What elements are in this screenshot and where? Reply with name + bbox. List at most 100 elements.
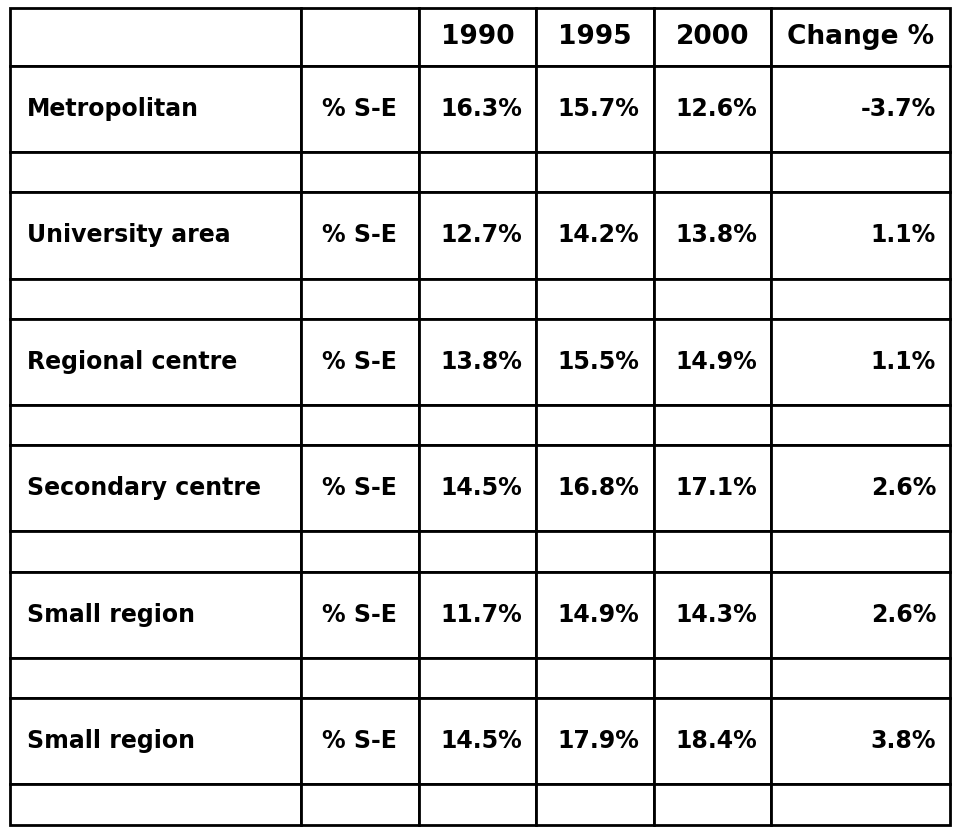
Bar bbox=[654, 405, 772, 446]
Bar bbox=[301, 446, 419, 531]
Bar bbox=[10, 698, 301, 785]
Bar bbox=[10, 785, 301, 825]
Text: % S-E: % S-E bbox=[323, 350, 397, 374]
Bar bbox=[654, 8, 772, 66]
Bar bbox=[419, 785, 537, 825]
Bar bbox=[537, 278, 654, 319]
Bar bbox=[772, 278, 950, 319]
Bar bbox=[301, 658, 419, 698]
Text: % S-E: % S-E bbox=[323, 476, 397, 501]
Bar bbox=[419, 658, 537, 698]
Bar bbox=[654, 278, 772, 319]
Bar bbox=[772, 658, 950, 698]
Text: % S-E: % S-E bbox=[323, 97, 397, 121]
Bar bbox=[10, 446, 301, 531]
Bar bbox=[301, 192, 419, 278]
Text: 2.6%: 2.6% bbox=[871, 603, 936, 627]
Bar bbox=[419, 192, 537, 278]
Text: 15.5%: 15.5% bbox=[558, 350, 639, 374]
Text: Small region: Small region bbox=[27, 603, 195, 627]
Text: 16.3%: 16.3% bbox=[440, 97, 522, 121]
Text: Metropolitan: Metropolitan bbox=[27, 97, 199, 121]
Bar bbox=[772, 571, 950, 658]
Bar bbox=[772, 66, 950, 152]
Bar bbox=[10, 8, 301, 66]
Text: 14.9%: 14.9% bbox=[675, 350, 757, 374]
Bar bbox=[654, 531, 772, 571]
Text: 14.2%: 14.2% bbox=[558, 223, 639, 247]
Bar bbox=[537, 405, 654, 446]
Bar bbox=[301, 571, 419, 658]
Bar bbox=[301, 319, 419, 405]
Bar bbox=[537, 785, 654, 825]
Bar bbox=[10, 658, 301, 698]
Bar bbox=[654, 192, 772, 278]
Bar bbox=[772, 319, 950, 405]
Bar bbox=[301, 8, 419, 66]
Bar bbox=[654, 571, 772, 658]
Bar bbox=[10, 192, 301, 278]
Bar bbox=[419, 8, 537, 66]
Bar bbox=[10, 66, 301, 152]
Bar bbox=[772, 698, 950, 785]
Bar bbox=[772, 531, 950, 571]
Bar bbox=[537, 66, 654, 152]
Bar bbox=[10, 278, 301, 319]
Bar bbox=[10, 571, 301, 658]
Bar bbox=[537, 698, 654, 785]
Text: 17.1%: 17.1% bbox=[675, 476, 757, 501]
Bar bbox=[419, 66, 537, 152]
Text: 13.8%: 13.8% bbox=[440, 350, 522, 374]
Text: 14.3%: 14.3% bbox=[675, 603, 757, 627]
Text: 14.9%: 14.9% bbox=[558, 603, 639, 627]
Bar bbox=[301, 531, 419, 571]
Bar bbox=[537, 152, 654, 192]
Bar bbox=[772, 785, 950, 825]
Text: 1990: 1990 bbox=[441, 24, 515, 50]
Text: % S-E: % S-E bbox=[323, 730, 397, 753]
Bar bbox=[10, 405, 301, 446]
Text: 2000: 2000 bbox=[676, 24, 750, 50]
Bar bbox=[301, 66, 419, 152]
Bar bbox=[654, 698, 772, 785]
Bar bbox=[419, 698, 537, 785]
Bar bbox=[419, 405, 537, 446]
Text: Secondary centre: Secondary centre bbox=[27, 476, 261, 501]
Text: 14.5%: 14.5% bbox=[440, 730, 522, 753]
Bar bbox=[772, 8, 950, 66]
Bar bbox=[537, 658, 654, 698]
Text: Change %: Change % bbox=[787, 24, 934, 50]
Bar bbox=[301, 278, 419, 319]
Bar bbox=[10, 531, 301, 571]
Text: 16.8%: 16.8% bbox=[558, 476, 639, 501]
Text: 13.8%: 13.8% bbox=[675, 223, 757, 247]
Bar bbox=[537, 192, 654, 278]
Text: 12.6%: 12.6% bbox=[675, 97, 757, 121]
Text: 18.4%: 18.4% bbox=[675, 730, 757, 753]
Bar bbox=[654, 446, 772, 531]
Bar bbox=[419, 571, 537, 658]
Text: 15.7%: 15.7% bbox=[558, 97, 639, 121]
Text: 2.6%: 2.6% bbox=[871, 476, 936, 501]
Text: 14.5%: 14.5% bbox=[440, 476, 522, 501]
Text: 12.7%: 12.7% bbox=[440, 223, 522, 247]
Bar bbox=[10, 152, 301, 192]
Bar bbox=[10, 319, 301, 405]
Bar bbox=[301, 405, 419, 446]
Bar bbox=[301, 785, 419, 825]
Bar bbox=[654, 785, 772, 825]
Bar bbox=[301, 698, 419, 785]
Text: 17.9%: 17.9% bbox=[558, 730, 639, 753]
Bar bbox=[772, 192, 950, 278]
Bar bbox=[419, 446, 537, 531]
Text: 3.8%: 3.8% bbox=[871, 730, 936, 753]
Bar bbox=[301, 152, 419, 192]
Bar bbox=[419, 319, 537, 405]
Bar bbox=[654, 66, 772, 152]
Text: University area: University area bbox=[27, 223, 230, 247]
Text: Regional centre: Regional centre bbox=[27, 350, 237, 374]
Bar bbox=[654, 319, 772, 405]
Bar bbox=[419, 278, 537, 319]
Bar bbox=[419, 152, 537, 192]
Text: 1995: 1995 bbox=[558, 24, 632, 50]
